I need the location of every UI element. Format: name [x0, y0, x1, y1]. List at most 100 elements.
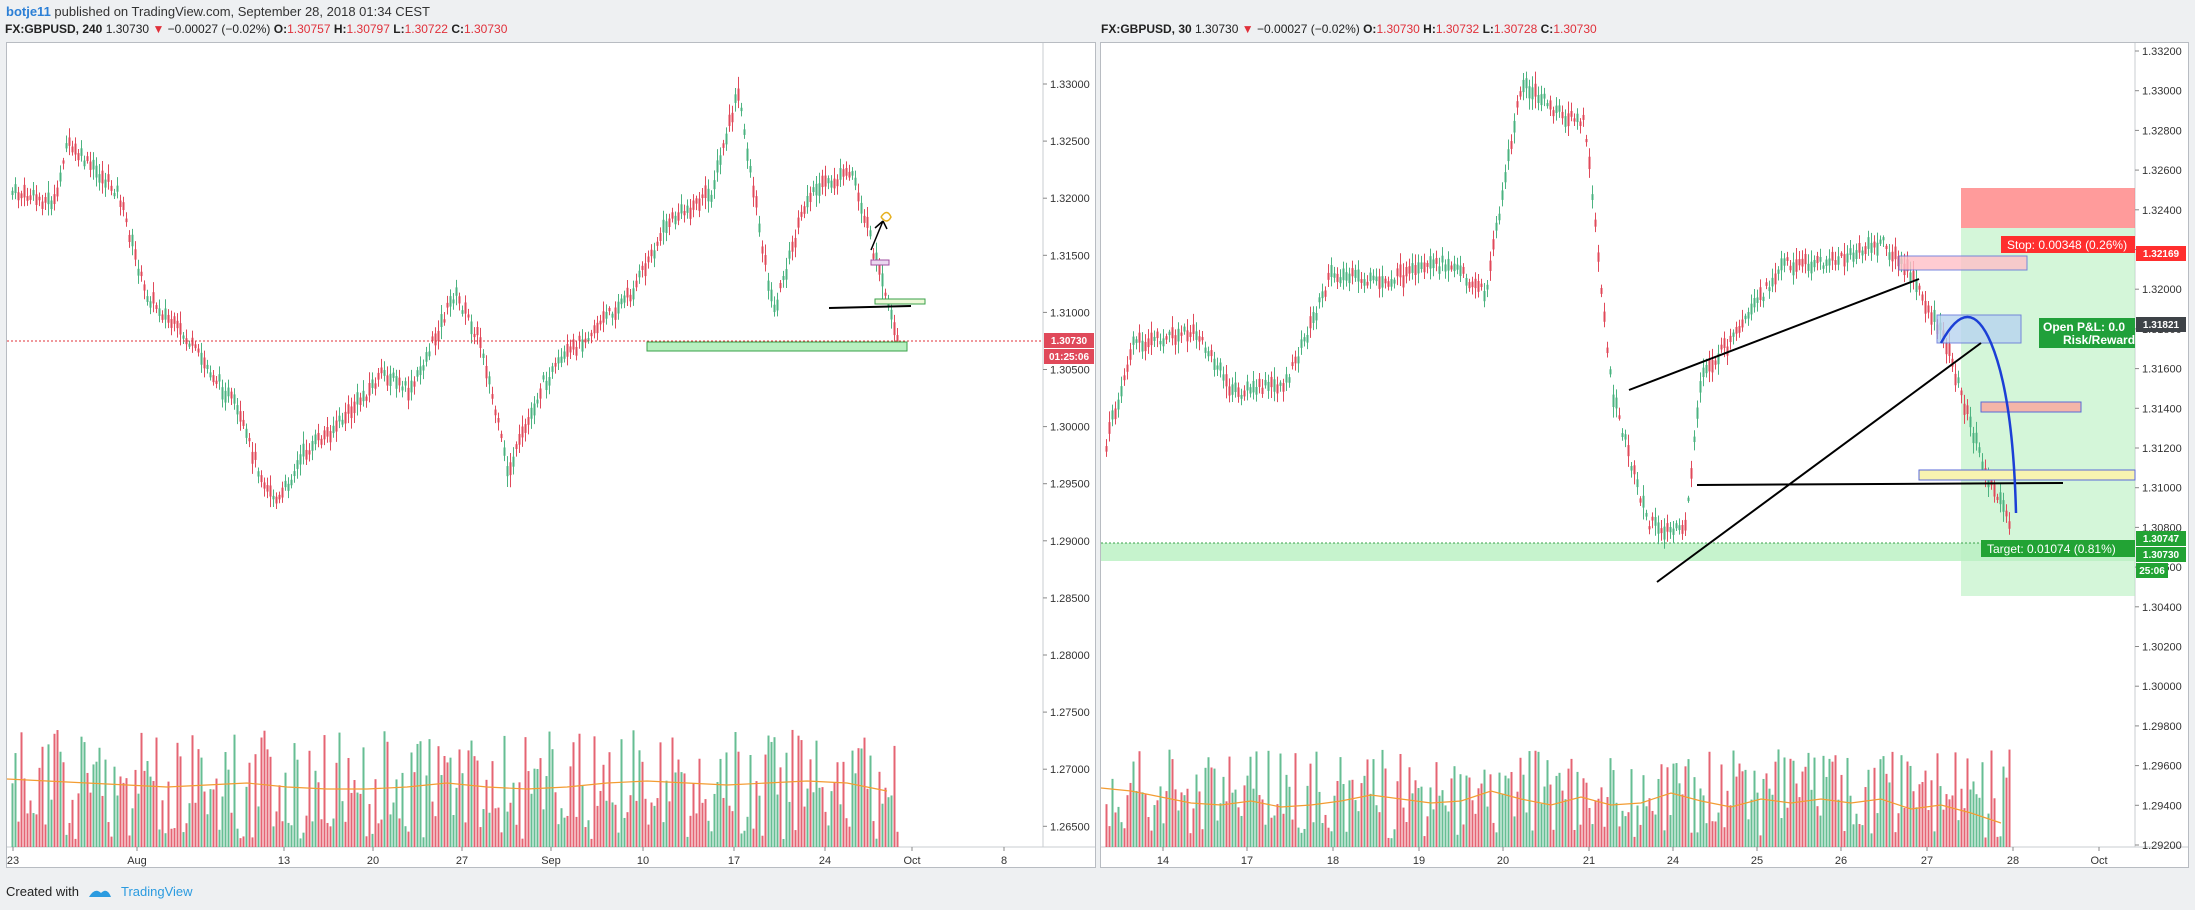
trend-line[interactable]: [828, 305, 912, 309]
arrow-drawing[interactable]: [870, 220, 888, 251]
author-link[interactable]: botje11: [6, 4, 51, 19]
price-tick-label: 1.32600: [2142, 165, 2182, 177]
time-tick-label: 17: [1241, 855, 1253, 867]
low-value: 1.30722: [404, 22, 448, 36]
left-chart-panel[interactable]: FX:GBPUSD, 240 1.30730 ▼ −0.00027 (−0.02…: [5, 22, 1096, 868]
price-tick-label: 1.33000: [1050, 79, 1090, 91]
time-tick-label: 21: [1583, 855, 1595, 867]
right-price-axis[interactable]: 1.332001.330001.328001.326001.324001.322…: [2135, 46, 2182, 852]
price-tick-label: 1.31500: [1050, 250, 1090, 262]
price-tick-label: 1.30400: [2142, 602, 2182, 614]
support-zone[interactable]: [1101, 543, 2135, 561]
breakout-box[interactable]: [1918, 469, 2136, 481]
target-price-tag: [2136, 531, 2186, 546]
price-tick-label: 1.28000: [1050, 650, 1090, 662]
neckline[interactable]: [1696, 482, 2064, 486]
symbol-label[interactable]: FX:GBPUSD, 30: [1101, 22, 1192, 36]
volume-ma-line: [1101, 787, 2002, 824]
left-chart-canvas[interactable]: 1.33000 1.32500 1.32000 1.31500 1.31000 1.305…: [7, 43, 1095, 867]
pnl-label-text: Open P&L: 0.0: [2043, 320, 2125, 334]
pnl-tag[interactable]: [2039, 318, 2135, 348]
price-tick-label: 1.31000: [2142, 483, 2182, 495]
change-down-icon: ▼: [1241, 22, 1254, 36]
time-tick-label: 19: [1413, 855, 1425, 867]
open-value: 1.30757: [287, 22, 331, 36]
time-tick-label: Aug: [127, 855, 147, 867]
publish-info: botje11 published on TradingView.com, Se…: [6, 4, 430, 19]
price-tick-label: 1.29500: [1050, 479, 1090, 491]
entry-price-text: 1.31821: [2143, 320, 2180, 331]
price-tick-label: 1.27500: [1050, 707, 1090, 719]
time-tick-label: 20: [1497, 855, 1509, 867]
left-price-axis[interactable]: 1.33000 1.32500 1.32000 1.31500 1.31000 1.305…: [1043, 79, 1090, 833]
price-tick-label: 1.30000: [2142, 681, 2182, 693]
lower-channel-line[interactable]: [1656, 342, 1982, 583]
price-tick-label: 1.32400: [2142, 205, 2182, 217]
projection-curve[interactable]: [1939, 315, 2018, 514]
right-volume-bars: [1105, 749, 2011, 847]
left-time-axis[interactable]: 23 Aug 13 20 27 Sep 10 17 24 Oct 8: [7, 847, 1007, 867]
tradingview-logo-icon: [88, 890, 111, 897]
upper-channel-line[interactable]: [1628, 278, 1920, 391]
resistance-box[interactable]: [870, 259, 890, 266]
low-value: 1.30728: [1493, 22, 1538, 36]
right-time-axis[interactable]: 14 17 18 19 20 21 24 25 26 27 28 Oct: [1157, 847, 2108, 867]
countdown-tag: [1044, 349, 1094, 364]
countdown-tag-text: 01:25:06: [1049, 352, 1089, 363]
tradingview-link[interactable]: TradingView: [120, 884, 193, 899]
supply-box[interactable]: [1898, 255, 2028, 271]
price-tick-label: 1.31400: [2142, 403, 2182, 415]
stop-zone[interactable]: [1961, 188, 2135, 228]
price-tick-label: 1.29200: [2142, 840, 2182, 852]
small-zone[interactable]: [874, 298, 926, 305]
countdown-tag: [2136, 563, 2168, 578]
high-value: 1.30732: [1435, 22, 1480, 36]
price-tick-label: 1.29800: [2142, 721, 2182, 733]
low-label: L:: [393, 22, 405, 36]
price-tick-label: 1.31600: [2142, 364, 2182, 376]
right-candles: [1105, 71, 2011, 549]
right-chart-panel[interactable]: FX:GBPUSD, 30 1.30730 ▼ −0.00027 (−0.02%…: [1100, 22, 2189, 868]
stop-label-text: Stop: 0.00348 (0.26%): [2007, 238, 2127, 252]
last-price: 1.30730: [1195, 22, 1239, 36]
resistance-box[interactable]: [1980, 401, 2082, 413]
stop-price-tag: [2136, 246, 2186, 261]
right-chart-canvas[interactable]: 1.332001.330001.328001.326001.324001.322…: [1101, 43, 2188, 867]
time-tick-label: 27: [1921, 855, 1933, 867]
left-volume-bars: [11, 729, 899, 847]
price-tick-label: 1.32500: [1050, 136, 1090, 148]
time-tick-label: 20: [367, 855, 379, 867]
target-label-tag[interactable]: [1981, 540, 2135, 557]
last-price-tag-text: 1.30730: [1051, 336, 1088, 347]
right-chart-legend: FX:GBPUSD, 30 1.30730 ▼ −0.00027 (−0.02%…: [1101, 22, 1597, 36]
created-with-text: Created with: [6, 884, 79, 899]
time-tick-label: 14: [1157, 855, 1169, 867]
ellipse-drawing[interactable]: [880, 211, 892, 222]
price-tick-label: 1.30500: [1050, 365, 1090, 377]
price-tick-label: 1.29400: [2142, 800, 2182, 812]
low-label: L:: [1482, 22, 1494, 36]
time-tick-label: 13: [278, 855, 290, 867]
symbol-label[interactable]: FX:GBPUSD, 240: [5, 22, 103, 36]
time-tick-label: 24: [819, 855, 831, 867]
target-price-text: 1.30747: [2143, 534, 2180, 545]
time-tick-label: Oct: [903, 855, 920, 867]
publish-text: published on TradingView.com, September …: [54, 4, 430, 19]
price-tick-label: 1.31000: [1050, 307, 1090, 319]
price-tick-label: 1.33000: [2142, 86, 2182, 98]
time-tick-label: Oct: [2090, 855, 2107, 867]
time-tick-label: 25: [1751, 855, 1763, 867]
price-tick-label: 1.29000: [1050, 536, 1090, 548]
footer: Created with TradingView: [6, 884, 193, 899]
price-tick-label: 1.29600: [2142, 761, 2182, 773]
price-tick-label: 1.26500: [1050, 821, 1090, 833]
countdown-tag-text: 25:06: [2139, 566, 2165, 577]
support-zone[interactable]: [646, 341, 908, 352]
price-tick-label: 1.33200: [2142, 46, 2182, 58]
entry-price-tag: [2136, 317, 2186, 332]
time-tick-label: 10: [637, 855, 649, 867]
time-tick-label: 23: [7, 855, 19, 867]
target-label-text: Target: 0.01074 (0.81%): [1987, 542, 2116, 556]
open-label: O:: [1363, 22, 1377, 36]
stop-label-tag[interactable]: [2001, 236, 2135, 253]
